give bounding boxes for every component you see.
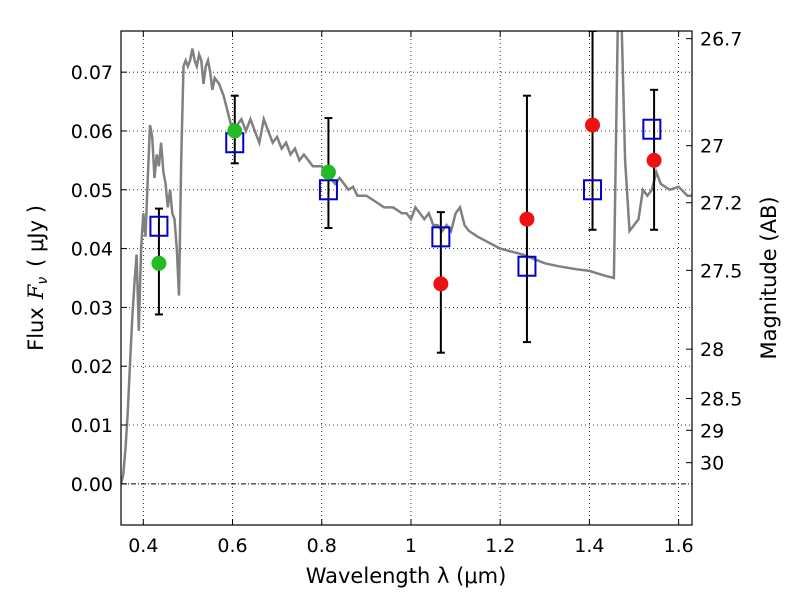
red-point — [519, 211, 535, 227]
y2-tick-label: 28.5 — [700, 389, 742, 411]
model-square — [583, 179, 603, 201]
x-tick-label: 1.4 — [574, 535, 604, 557]
y-tick-label: 0.01 — [71, 415, 113, 437]
model-square — [642, 118, 662, 140]
red-point — [433, 276, 449, 292]
green-points — [151, 123, 336, 271]
y2-tick-label: 26.7 — [700, 29, 742, 51]
green-point — [320, 164, 336, 180]
y-tick-label: 0.02 — [71, 356, 113, 378]
model-square — [431, 226, 451, 248]
model-square — [517, 255, 537, 277]
y2-axis-ticks: 26.7 27 27.2 27.5 28 28.5 29 30 — [686, 29, 742, 475]
y-axis-label: Flux Fν ( μJy ) — [24, 205, 51, 351]
red-points — [433, 117, 662, 292]
plot-area — [121, 31, 692, 485]
green-point — [227, 123, 243, 139]
y-axis-label-var: F — [24, 283, 48, 300]
model-square — [149, 215, 169, 237]
y2-tick-label: 30 — [700, 453, 724, 475]
y2-tick-label: 27.5 — [700, 260, 742, 282]
model-spectrum-line — [121, 31, 692, 485]
y-tick-label: 0.07 — [71, 62, 113, 84]
y-tick-label: 0.05 — [71, 180, 113, 202]
green-point — [151, 255, 167, 271]
x-tick-label: 1.2 — [485, 535, 515, 557]
x-tick-label: 1 — [405, 535, 417, 557]
y-axis-label-prefix: Flux — [24, 307, 48, 351]
red-point — [646, 152, 662, 168]
plot-frame — [120, 30, 693, 526]
y2-tick-label: 29 — [700, 420, 724, 442]
y-axis-label-sub: ν — [35, 277, 51, 285]
x-axis-label: Wavelength λ (μm) — [306, 564, 507, 588]
model-square — [318, 179, 338, 201]
x-tick-label: 0.4 — [128, 535, 158, 557]
y2-tick-label: 27 — [700, 136, 724, 158]
y2-tick-label: 28 — [700, 339, 724, 361]
y2-axis-label: Magnitude (AB) — [757, 196, 781, 359]
red-point — [585, 117, 601, 133]
y-tick-label: 0.04 — [71, 239, 113, 261]
x-axis-ticks: 0.4 0.6 0.8 1 1.2 1.4 1.6 — [128, 31, 694, 557]
y-tick-label: 0.03 — [71, 297, 113, 319]
x-tick-label: 0.8 — [307, 535, 337, 557]
y-tick-label: 0.00 — [71, 474, 113, 496]
x-tick-label: 1.6 — [664, 535, 694, 557]
y-tick-label: 0.06 — [71, 121, 113, 143]
y2-tick-label: 27.2 — [700, 193, 742, 215]
y-axis-label-unit: ( μJy ) — [24, 205, 48, 267]
x-tick-label: 0.6 — [217, 535, 247, 557]
y-axis-ticks: 0.00 0.01 0.02 0.03 0.04 0.05 0.06 0.07 — [71, 62, 127, 496]
